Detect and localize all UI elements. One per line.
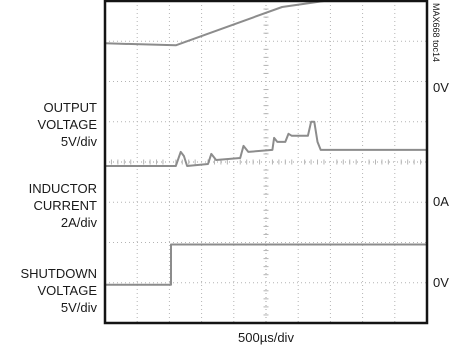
channel-3-label-line: SHUTDOWN xyxy=(20,266,97,281)
x-axis-label: 500µs/div xyxy=(238,330,294,345)
plot-border xyxy=(103,0,429,325)
channel-1-label-line: 5V/div xyxy=(60,134,97,149)
channel-1-label-line: OUTPUT xyxy=(43,100,97,115)
channel-2-ground-label: 0A xyxy=(433,194,449,209)
channel-2-trace xyxy=(105,120,427,167)
channel-2-label-line: CURRENT xyxy=(33,198,97,213)
channel-2-label-line: 2A/div xyxy=(60,215,97,230)
channel-3-trace xyxy=(105,243,427,286)
channel-1-ground-label: 0V xyxy=(433,80,449,95)
channel-2-label-line: INDUCTOR xyxy=(28,181,97,196)
channel-3-label-line: 5V/div xyxy=(60,300,97,315)
channel-3-label-line: VOLTAGE xyxy=(37,283,97,298)
channel-1-label: OUTPUT VOLTAGE 5V/div xyxy=(38,99,97,150)
figure-tag: MAX668 toc14 xyxy=(431,3,441,63)
channel-3-ground-label: 0V xyxy=(433,275,449,290)
channel-3-label: SHUTDOWN VOLTAGE 5V/div xyxy=(20,265,97,316)
channel-2-label: INDUCTOR CURRENT 2A/div xyxy=(29,180,97,231)
grid xyxy=(105,1,427,323)
channel-1-label-line: VOLTAGE xyxy=(37,117,97,132)
